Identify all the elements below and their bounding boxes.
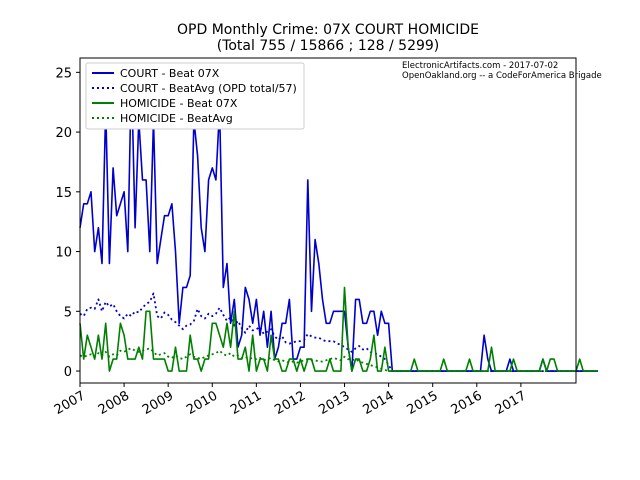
legend-label-homicide-beat: HOMICIDE - Beat 07X [120,97,238,110]
x-tick-label: 2014 [360,388,396,418]
y-tick-label: 10 [55,246,72,261]
x-tick-label: 2007 [52,388,88,418]
x-tick-label: 2009 [140,388,176,418]
series-line-1 [79,292,598,373]
plot-frame [79,57,577,384]
y-tick-label: 25 [55,66,72,81]
legend-label-court-avg: COURT - BeatAvg (OPD total/57) [120,82,297,95]
legend-label-homicide-avg: HOMICIDE - BeatAvg [120,112,233,125]
legend: COURT - Beat 07X COURT - BeatAvg (OPD to… [85,62,305,130]
series-line-2 [79,286,598,372]
x-tick-label: 2008 [96,388,132,418]
chart-title: OPD Monthly Crime: 07X COURT HOMICIDE [177,22,479,38]
y-tick-label: 15 [55,186,72,201]
y-tick-label: 5 [64,305,72,320]
legend-box [85,62,305,130]
x-tick-label: 2015 [405,388,441,418]
chart-subtitle: (Total 755 / 15866 ; 128 / 5299) [217,38,440,54]
legend-label-court-beat: COURT - Beat 07X [120,67,220,80]
x-tick-label: 2011 [228,388,264,418]
x-tick-label: 2016 [449,388,485,418]
y-tick-label: 20 [55,126,72,141]
series-layer [79,71,598,373]
x-axis: 2007 2008 2009 2010 2011 2012 2013 2014 2015 2016… [52,383,529,418]
annotation-line-2: OpenOakland.org -- a CodeForAmerica Brig… [402,71,602,81]
x-tick-label: 2017 [493,388,529,418]
y-axis: 0 5 10 15 20 25 [55,66,80,380]
series-line-3 [79,347,598,373]
x-tick-label: 2012 [272,388,308,418]
y-tick-label: 0 [64,365,72,380]
x-tick-label: 2013 [316,388,352,418]
annotation-line-1: ElectronicArtifacts.com - 2017-07-02 [402,61,558,71]
x-tick-label: 2010 [184,388,220,418]
